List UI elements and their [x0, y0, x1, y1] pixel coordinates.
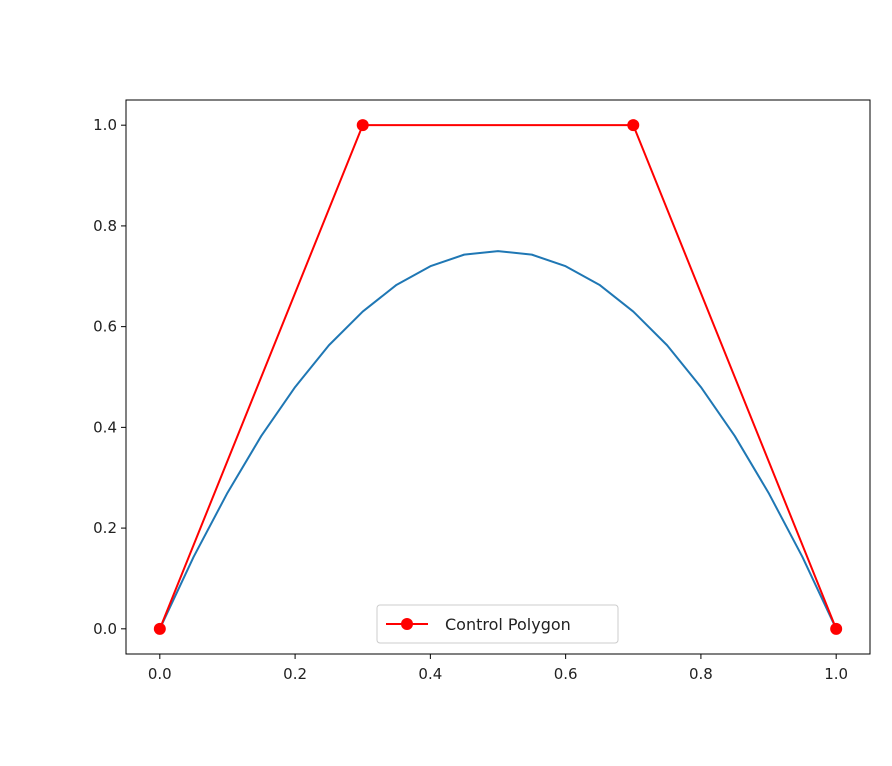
- plot-frame: [125, 99, 871, 655]
- data-point: [356, 119, 369, 132]
- x-tick-label: 1.0: [824, 665, 848, 683]
- y-axis: 0.0 0.2 0.4 0.6 0.8 1.0: [93, 116, 126, 638]
- series-1: [153, 119, 843, 635]
- series-line-1: [158, 124, 838, 630]
- y-tick-label: 0.4: [93, 418, 117, 436]
- series-layer: [153, 119, 843, 635]
- data-point: [830, 622, 843, 635]
- data-point: [627, 119, 640, 132]
- series-line-0: [158, 250, 838, 630]
- y-tick-label: 0.8: [93, 217, 117, 235]
- x-tick-label: 0.8: [689, 665, 713, 683]
- y-tick-label: 1.0: [93, 116, 117, 134]
- series-0: [158, 250, 838, 630]
- legend-box: [376, 604, 619, 644]
- x-tick-label: 0.2: [283, 665, 307, 683]
- y-tick-label: 0.0: [93, 620, 117, 638]
- x-tick-label: 0.0: [148, 665, 172, 683]
- x-axis: 0.0 0.2 0.4 0.6 0.8 1.0: [148, 654, 848, 683]
- data-point: [153, 622, 166, 635]
- y-tick-label: 0.6: [93, 318, 117, 336]
- y-tick-label: 0.2: [93, 519, 117, 537]
- x-tick-label: 0.6: [554, 665, 578, 683]
- legend-marker-sample: [401, 618, 413, 630]
- x-tick-label: 0.4: [418, 665, 442, 683]
- legend: Control Polygon: [376, 604, 619, 644]
- legend-label: Control Polygon: [445, 615, 571, 634]
